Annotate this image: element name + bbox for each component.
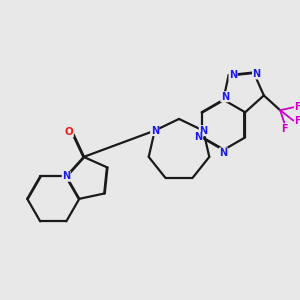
- Text: N: N: [151, 126, 159, 136]
- Text: N: N: [221, 92, 229, 102]
- Text: N: N: [229, 70, 237, 80]
- Text: N: N: [253, 69, 261, 79]
- Text: O: O: [64, 127, 73, 137]
- Text: N: N: [62, 171, 70, 181]
- Text: N: N: [195, 132, 203, 142]
- Text: F: F: [281, 124, 288, 134]
- Text: N: N: [219, 148, 227, 158]
- Text: N: N: [199, 126, 207, 136]
- Text: F: F: [295, 102, 300, 112]
- Text: F: F: [295, 116, 300, 126]
